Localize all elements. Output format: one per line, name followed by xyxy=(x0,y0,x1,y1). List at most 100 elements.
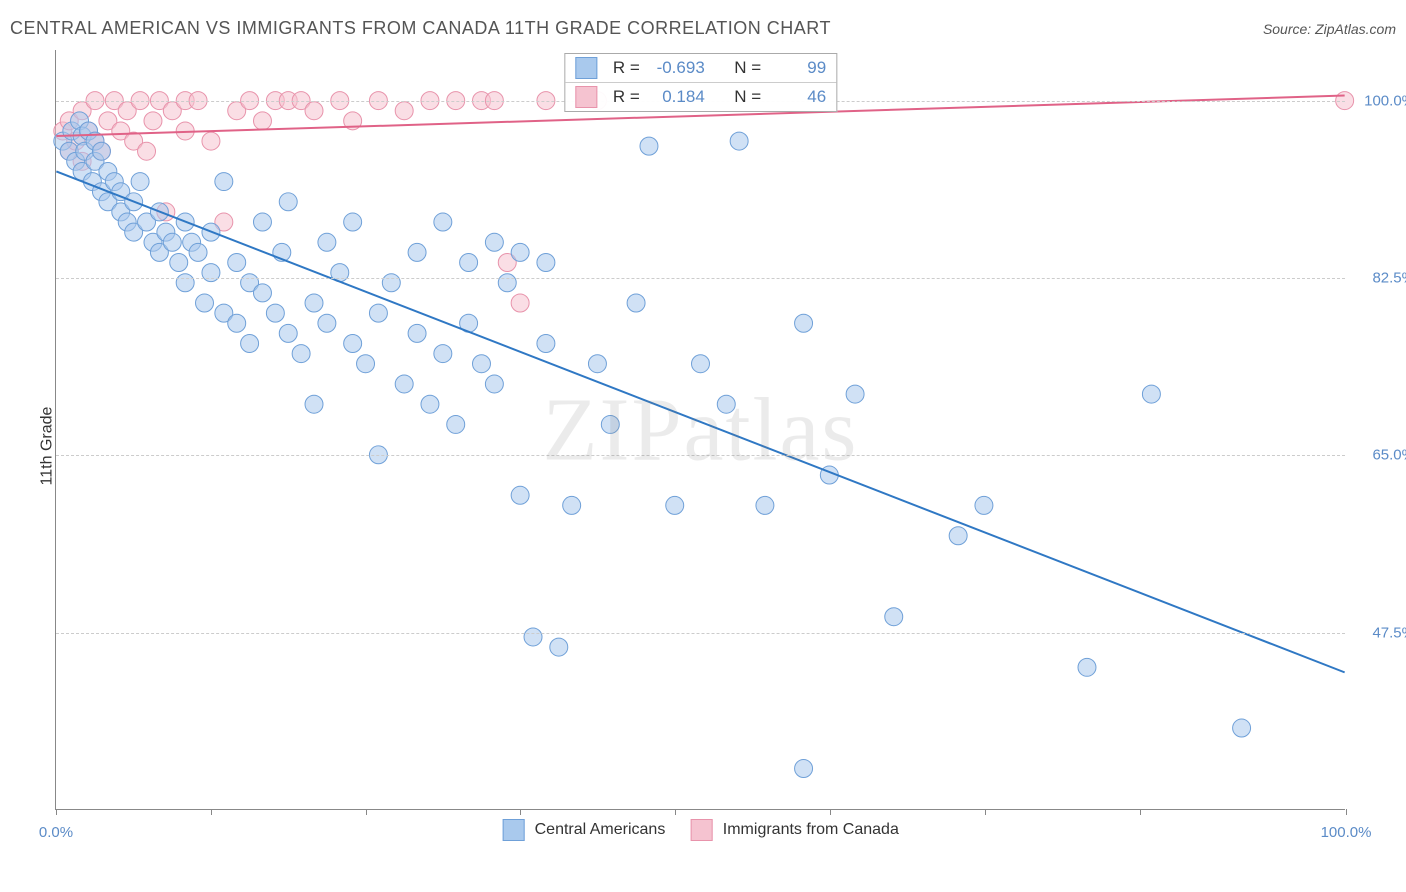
scatter-point xyxy=(1233,719,1251,737)
scatter-point xyxy=(344,213,362,231)
scatter-point xyxy=(949,527,967,545)
scatter-point xyxy=(485,233,503,251)
x-tick xyxy=(211,809,212,815)
scatter-point xyxy=(434,213,452,231)
scatter-point xyxy=(975,496,993,514)
scatter-point xyxy=(756,496,774,514)
r-label: R = xyxy=(613,87,640,107)
correlation-stats-box: R = -0.693 N = 99 R = 0.184 N = 46 xyxy=(564,53,837,112)
scatter-point xyxy=(253,284,271,302)
scatter-point xyxy=(369,304,387,322)
y-tick-label: 82.5% xyxy=(1355,270,1406,287)
scatter-point xyxy=(511,294,529,312)
scatter-point xyxy=(666,496,684,514)
scatter-point xyxy=(305,294,323,312)
scatter-point xyxy=(795,314,813,332)
scatter-point xyxy=(305,395,323,413)
trend-line xyxy=(56,171,1344,672)
scatter-point xyxy=(537,254,555,272)
scatter-point xyxy=(511,243,529,261)
x-tick xyxy=(985,809,986,815)
r-label: R = xyxy=(613,58,640,78)
scatter-point xyxy=(305,102,323,120)
scatter-point xyxy=(292,345,310,363)
scatter-point xyxy=(241,334,259,352)
scatter-point xyxy=(228,254,246,272)
scatter-point xyxy=(279,193,297,211)
stats-row-series1: R = -0.693 N = 99 xyxy=(565,54,836,82)
scatter-point xyxy=(885,608,903,626)
scatter-point xyxy=(92,142,110,160)
scatter-point xyxy=(460,254,478,272)
plot-area: ZIPatlas R = -0.693 N = 99 R = 0.184 N =… xyxy=(55,50,1345,810)
scatter-point xyxy=(357,355,375,373)
x-tick-label: 100.0% xyxy=(1321,824,1372,841)
y-axis-label: 11th Grade xyxy=(38,407,56,486)
legend-item-series1: Central Americans xyxy=(502,819,665,841)
scatter-point xyxy=(524,628,542,646)
scatter-point xyxy=(228,314,246,332)
scatter-point xyxy=(795,760,813,778)
scatter-point xyxy=(395,375,413,393)
scatter-point xyxy=(266,304,284,322)
n-value-series1: 99 xyxy=(771,58,826,78)
x-tick xyxy=(520,809,521,815)
scatter-point xyxy=(563,496,581,514)
scatter-point xyxy=(601,415,619,433)
x-tick xyxy=(1346,809,1347,815)
scatter-point xyxy=(692,355,710,373)
legend-swatch-blue xyxy=(502,819,524,841)
chart-title: CENTRAL AMERICAN VS IMMIGRANTS FROM CANA… xyxy=(10,18,831,39)
r-value-series1: -0.693 xyxy=(650,58,705,78)
scatter-point xyxy=(138,142,156,160)
n-label: N = xyxy=(734,87,761,107)
scatter-point xyxy=(588,355,606,373)
source-attribution: Source: ZipAtlas.com xyxy=(1263,21,1396,37)
x-tick xyxy=(675,809,676,815)
scatter-point xyxy=(408,243,426,261)
x-tick xyxy=(56,809,57,815)
scatter-point xyxy=(253,213,271,231)
scatter-point xyxy=(395,102,413,120)
scatter-point xyxy=(131,173,149,191)
scatter-point xyxy=(144,112,162,130)
scatter-point xyxy=(447,415,465,433)
stats-swatch-pink xyxy=(575,86,597,108)
scatter-point xyxy=(318,233,336,251)
scatter-point xyxy=(730,132,748,150)
n-value-series2: 46 xyxy=(771,87,826,107)
x-tick-label: 0.0% xyxy=(39,824,73,841)
r-value-series2: 0.184 xyxy=(650,87,705,107)
scatter-point xyxy=(279,324,297,342)
x-tick xyxy=(830,809,831,815)
scatter-point xyxy=(846,385,864,403)
scatter-point xyxy=(163,233,181,251)
scatter-point xyxy=(253,112,271,130)
y-tick-label: 47.5% xyxy=(1355,624,1406,641)
scatter-point xyxy=(485,375,503,393)
gridline-h xyxy=(56,455,1345,456)
scatter-chart-svg xyxy=(56,50,1345,809)
scatter-point xyxy=(408,324,426,342)
gridline-h xyxy=(56,278,1345,279)
scatter-point xyxy=(550,638,568,656)
scatter-point xyxy=(382,274,400,292)
gridline-h xyxy=(56,633,1345,634)
scatter-point xyxy=(215,173,233,191)
legend: Central Americans Immigrants from Canada xyxy=(502,819,899,841)
scatter-point xyxy=(170,254,188,272)
x-tick xyxy=(1140,809,1141,815)
scatter-point xyxy=(627,294,645,312)
scatter-point xyxy=(1142,385,1160,403)
x-tick xyxy=(366,809,367,815)
scatter-point xyxy=(176,274,194,292)
scatter-point xyxy=(196,294,214,312)
legend-swatch-pink xyxy=(690,819,712,841)
scatter-point xyxy=(1078,658,1096,676)
legend-label-series1: Central Americans xyxy=(535,821,666,838)
scatter-point xyxy=(717,395,735,413)
scatter-point xyxy=(202,132,220,150)
scatter-point xyxy=(511,486,529,504)
stats-row-series2: R = 0.184 N = 46 xyxy=(565,82,836,111)
scatter-point xyxy=(498,274,516,292)
